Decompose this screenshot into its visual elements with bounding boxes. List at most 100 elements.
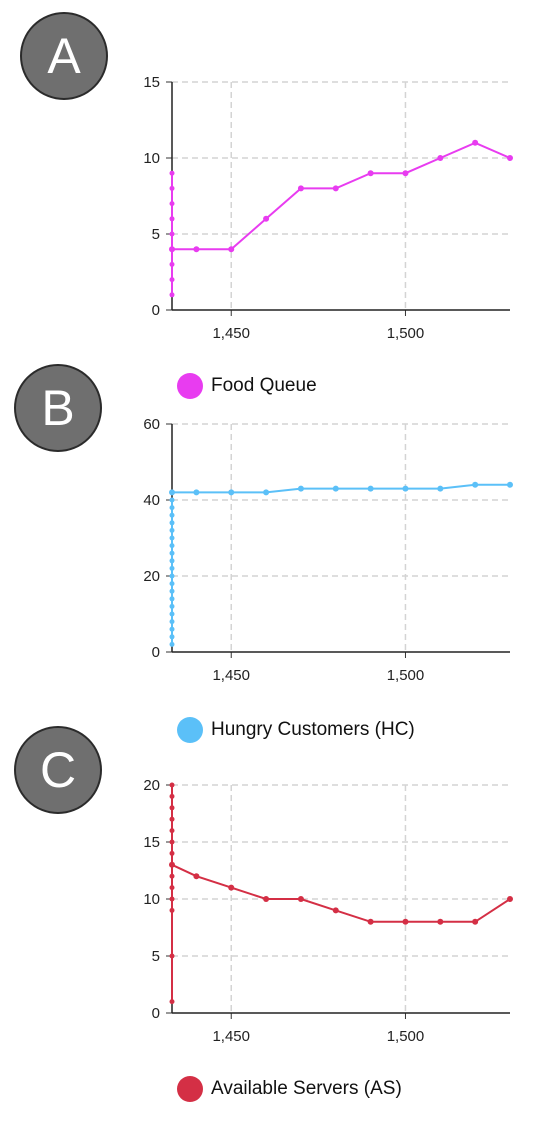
series-hungry-customers-start-point — [169, 581, 175, 587]
series-food-queue-start-point — [169, 261, 175, 267]
series-food-queue-point — [437, 155, 444, 161]
y-tick-label: 0 — [152, 644, 160, 661]
series-hungry-customers-point — [297, 485, 304, 492]
x-tick-label: 1,450 — [212, 667, 250, 684]
series-hungry-customers-start-point — [169, 634, 175, 640]
series-available-servers-point — [263, 896, 270, 902]
series-available-servers-point — [228, 884, 235, 891]
legend-label-available-servers: Available Servers (AS) — [211, 1078, 402, 1099]
series-available-servers-start-point — [169, 850, 175, 856]
series-hungry-customers-point — [472, 481, 479, 488]
series-food-queue-start-point — [169, 185, 175, 191]
series-available-servers-start-point — [169, 885, 175, 891]
series-available-servers-start-point — [169, 805, 175, 811]
series-available-servers-point — [402, 918, 409, 925]
y-tick-label: 20 — [143, 568, 160, 585]
x-tick-label: 1,500 — [387, 667, 425, 684]
series-available-servers-start-point — [169, 828, 175, 834]
series-food-queue-start-point — [169, 216, 175, 222]
series-available-servers-point — [472, 918, 479, 925]
y-tick-label: 5 — [152, 226, 160, 243]
series-available-servers-point — [367, 918, 374, 925]
y-tick-label: 15 — [143, 834, 160, 851]
series-hungry-customers-start-point — [169, 505, 175, 511]
series-hungry-customers-start-point — [169, 641, 175, 647]
series-available-servers-start-point — [169, 907, 175, 913]
series-food-queue-point — [169, 246, 175, 253]
series-food-queue-start-point — [169, 201, 175, 207]
series-available-servers-point — [437, 918, 444, 925]
legend-label-hungry-customers: Hungry Customers (HC) — [211, 719, 415, 740]
series-hungry-customers-start-point — [169, 550, 175, 556]
series-hungry-customers-line — [172, 483, 510, 494]
series-hungry-customers-start-point — [169, 520, 175, 526]
y-tick-label: 5 — [152, 948, 160, 965]
series-hungry-customers-point — [169, 489, 175, 496]
series-food-queue-point — [402, 170, 409, 177]
x-tick-label: 1,500 — [387, 325, 425, 342]
y-tick-label: 10 — [143, 891, 160, 908]
series-hungry-customers-start-point — [169, 565, 175, 571]
series-food-queue-point — [297, 185, 304, 192]
legend-available-servers: Available Servers (AS) — [177, 1076, 402, 1102]
series-hungry-customers-start-point — [169, 535, 175, 541]
panel-a-label: A — [47, 28, 81, 84]
series-food-queue-start-point — [169, 231, 175, 237]
series-available-servers-point — [507, 896, 513, 902]
series-food-queue-start-point — [169, 170, 175, 176]
series-available-servers-point — [193, 873, 200, 880]
series-hungry-customers-point — [437, 485, 444, 492]
x-tick-label: 1,450 — [212, 325, 250, 342]
series-hungry-customers-start-point — [169, 527, 175, 533]
series-food-queue-point — [193, 246, 200, 253]
series-hungry-customers-start-point — [169, 543, 175, 549]
panel-a-badge: A — [20, 12, 108, 100]
y-tick-label: 20 — [143, 777, 160, 794]
series-available-servers-start-point — [169, 873, 175, 879]
panel-b-label: B — [41, 380, 75, 436]
series-food-queue-line — [172, 141, 511, 251]
series-available-servers-start-point — [169, 999, 175, 1005]
series-available-servers-start-point — [169, 839, 175, 845]
panel-c-badge: C — [14, 726, 102, 814]
series-available-servers-line — [171, 863, 511, 923]
series-available-servers-start-point — [169, 953, 175, 959]
series-hungry-customers-point — [332, 485, 339, 492]
legend-label-food-queue: Food Queue — [211, 375, 317, 396]
series-hungry-customers-point — [402, 485, 409, 492]
y-tick-label: 0 — [152, 1005, 160, 1022]
series-food-queue-point — [507, 155, 513, 161]
y-tick-label: 40 — [143, 492, 160, 509]
series-food-queue-point — [472, 139, 479, 146]
series-hungry-customers-start-point — [169, 558, 175, 564]
series-hungry-customers-start-point — [169, 596, 175, 602]
series-hungry-customers-start-point — [169, 512, 175, 518]
series-hungry-customers-start-point — [169, 497, 175, 503]
legend-food-queue: Food Queue — [177, 373, 317, 399]
series-available-servers-start-point — [169, 793, 175, 799]
series-food-queue-point — [263, 215, 270, 222]
series-hungry-customers-point — [263, 489, 270, 496]
series-food-queue-point — [367, 170, 374, 177]
series-food-queue-start-point — [169, 277, 175, 283]
series-hungry-customers-start-point — [169, 626, 175, 632]
y-tick-label: 15 — [143, 74, 160, 91]
series-food-queue-start-point — [169, 292, 175, 298]
y-tick-label: 0 — [152, 302, 160, 319]
series-hungry-customers-point — [193, 489, 200, 496]
series-hungry-customers-point — [228, 489, 235, 496]
legend-dot-food-queue — [177, 373, 203, 399]
series-available-servers-point — [169, 861, 175, 868]
series-hungry-customers-start-point — [169, 611, 175, 617]
x-tick-label: 1,500 — [387, 1028, 425, 1045]
series-hungry-customers-point — [507, 481, 513, 488]
legend-dot-hungry-customers — [177, 717, 203, 743]
panel-b-badge: B — [14, 364, 102, 452]
panel-c-label: C — [39, 742, 77, 798]
series-hungry-customers-point — [367, 485, 374, 492]
legend-hungry-customers: Hungry Customers (HC) — [177, 717, 415, 743]
series-available-servers-point — [332, 907, 339, 914]
series-available-servers-start-point — [169, 782, 175, 788]
series-food-queue-point — [228, 246, 235, 253]
